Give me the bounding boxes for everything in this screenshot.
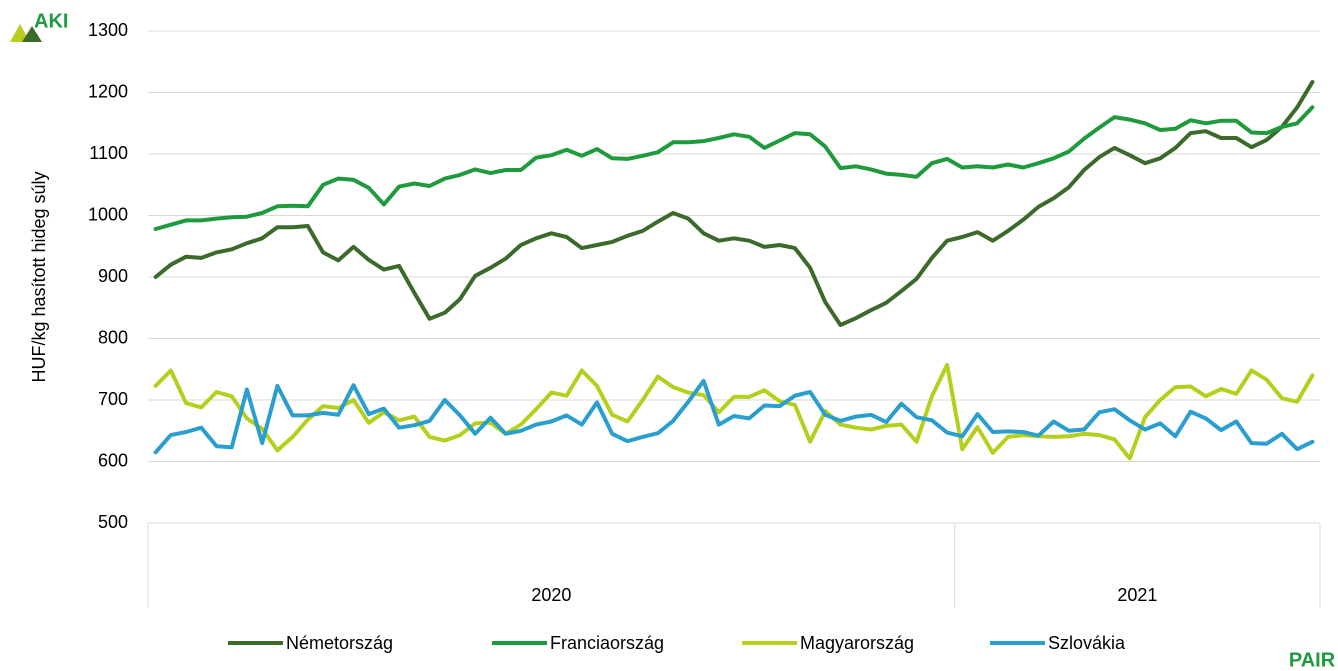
- series-line: [153, 80, 1315, 327]
- legend-label: Magyarország: [800, 633, 914, 653]
- x-group-label: 2021: [1117, 585, 1157, 605]
- y-tick-label: 600: [98, 450, 128, 470]
- logo-text: AKI: [34, 10, 68, 32]
- logo-pair: PAIR: [1289, 649, 1336, 671]
- logo-aki: AKI: [10, 10, 68, 42]
- y-axis-label: HUF/kg hasított hideg súly: [29, 171, 49, 382]
- y-tick-label: 900: [98, 266, 128, 286]
- y-tick-label: 1100: [89, 143, 128, 163]
- legend-label: Németország: [286, 633, 393, 653]
- series-line: [153, 362, 1315, 461]
- y-tick-label: 700: [98, 389, 128, 409]
- y-tick-label: 1300: [88, 20, 128, 40]
- y-tick-label: 1200: [88, 81, 128, 101]
- legend-label: Szlovákia: [1048, 633, 1126, 653]
- y-tick-label: 1000: [88, 204, 128, 224]
- y-tick-label: 500: [98, 512, 128, 532]
- series-line: [153, 378, 1315, 455]
- x-group-label: 2020: [531, 585, 571, 605]
- series-line: [153, 105, 1315, 231]
- legend-label: Franciaország: [550, 633, 664, 653]
- y-tick-label: 800: [98, 327, 128, 347]
